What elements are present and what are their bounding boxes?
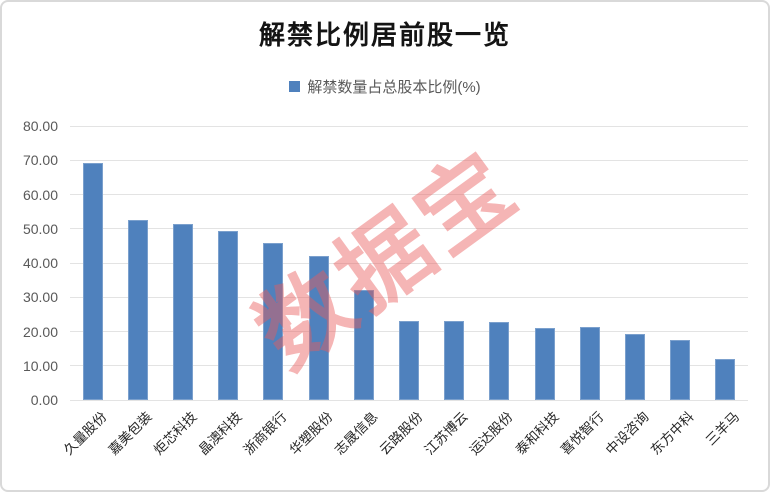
- y-axis-label: 20.00: [22, 323, 58, 340]
- bar: [308, 256, 329, 400]
- bar: [173, 224, 193, 400]
- x-axis-label: 浙商银行: [241, 409, 291, 458]
- y-axis-label: 10.00: [22, 357, 58, 374]
- x-axis-label: 运达股份: [467, 409, 517, 458]
- x-axis-label: 云路股份: [376, 409, 426, 458]
- x-axis-label: 江苏博云: [422, 409, 471, 458]
- bar: [444, 320, 465, 400]
- bar: [715, 359, 736, 400]
- y-axis-label: 0.00: [30, 392, 58, 408]
- x-axis-label: 华塑股份: [286, 409, 336, 458]
- bar: [399, 320, 419, 400]
- legend-swatch-icon: [289, 81, 301, 92]
- bar: [263, 243, 284, 400]
- gridline: [70, 125, 748, 127]
- gridline: [70, 194, 748, 195]
- x-axis-label: 志晟信息: [331, 409, 381, 458]
- y-axis-label: 40.00: [22, 255, 58, 271]
- x-axis-label: 晶澳科技: [196, 409, 245, 458]
- bar: [218, 231, 239, 400]
- bar: [489, 321, 510, 400]
- y-axis-label: 70.00: [22, 152, 58, 169]
- gridline: [70, 262, 748, 264]
- gridline: [70, 296, 748, 298]
- legend: 解禁数量占总股本比例(%): [2, 76, 768, 97]
- bar: [625, 333, 645, 400]
- legend-label: 解禁数量占总股本比例(%): [307, 79, 481, 96]
- bar: [534, 327, 555, 400]
- x-axis-label: 中设咨询: [602, 409, 652, 458]
- bar: [579, 327, 600, 400]
- gridline: [70, 159, 748, 161]
- x-axis-label: 三羊马: [702, 409, 743, 449]
- x-axis-label: 喜悦智行: [557, 409, 607, 458]
- gridline: [70, 228, 748, 230]
- x-axis-label: 久量股份: [60, 409, 110, 458]
- x-axis-label: 炬芯科技: [150, 409, 200, 458]
- bar: [82, 163, 103, 400]
- y-axis-label: 50.00: [22, 220, 58, 237]
- chart-title: 解禁比例居前股一览: [258, 21, 511, 50]
- bar: [127, 219, 148, 400]
- x-axis-label: 嘉美包装: [105, 409, 155, 458]
- bar: [353, 290, 374, 400]
- bar: [670, 339, 691, 400]
- y-axis-label: 30.00: [22, 289, 58, 306]
- x-axis-label: 泰和科技: [512, 409, 562, 458]
- x-axis-label: 东方中科: [648, 409, 697, 458]
- gridline: [70, 399, 748, 401]
- y-axis-label: 80.00: [22, 118, 58, 134]
- y-axis-label: 60.00: [22, 186, 58, 203]
